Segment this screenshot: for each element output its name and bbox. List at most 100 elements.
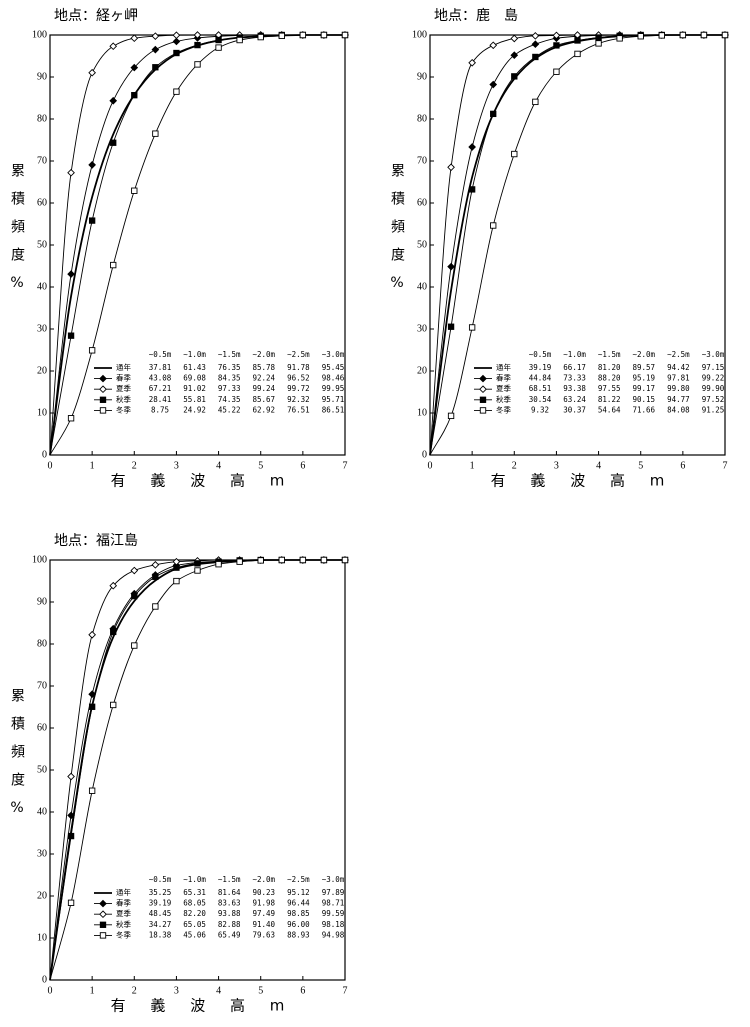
- x-tick-label: 1: [90, 985, 95, 996]
- marker: [151, 45, 160, 54]
- marker: [130, 34, 139, 43]
- marker: [152, 64, 159, 71]
- x-axis-label: 有 義 波 高 m: [111, 997, 295, 1015]
- marker: [215, 36, 222, 44]
- table-header: ~2.0m: [253, 875, 276, 884]
- y-tick-label: 80: [37, 638, 47, 649]
- table-cell: 83.63: [218, 899, 241, 908]
- marker: [110, 261, 117, 269]
- marker: [341, 556, 349, 564]
- legend-label: 通年: [116, 887, 131, 897]
- table-cell: 69.08: [183, 374, 206, 383]
- table-cell: 93.88: [218, 909, 241, 918]
- marker: [490, 222, 497, 229]
- marker: [88, 787, 96, 794]
- marker: [88, 347, 96, 354]
- marker: [110, 139, 117, 146]
- table-cell: 85.67: [253, 395, 276, 404]
- table-cell: 97.55: [598, 384, 621, 393]
- table-cell: 67.21: [149, 384, 172, 393]
- marker: [489, 80, 498, 89]
- table-cell: 98.85: [287, 909, 310, 918]
- x-tick-label: 1: [470, 460, 475, 471]
- y-tick-label: 60: [417, 197, 427, 208]
- marker: [193, 31, 202, 39]
- marker: [131, 187, 138, 194]
- table-cell: 30.54: [529, 395, 552, 404]
- table-cell: 94.98: [322, 930, 345, 939]
- table-cell: 97.89: [322, 888, 345, 897]
- table-cell: 94.77: [667, 395, 690, 404]
- marker: [194, 567, 201, 574]
- y-tick-label: 60: [37, 722, 47, 733]
- marker: [511, 73, 518, 80]
- table-cell: 99.72: [287, 384, 310, 393]
- x-tick-label: 4: [596, 460, 601, 471]
- y-tick-label: 80: [37, 113, 47, 124]
- marker: [173, 88, 180, 95]
- marker: [257, 33, 264, 41]
- marker: [99, 407, 107, 414]
- chart-title: 地点：経ヶ岬: [54, 8, 138, 24]
- table-cell: 91.25: [702, 405, 725, 414]
- x-tick-label: 3: [174, 985, 179, 996]
- legend-label: 冬季: [116, 929, 131, 939]
- marker: [99, 396, 107, 403]
- marker: [532, 53, 539, 61]
- table-header: ~0.5m: [149, 875, 172, 884]
- x-tick-label: 7: [343, 460, 348, 471]
- x-tick-label: 6: [300, 460, 305, 471]
- marker: [173, 577, 180, 585]
- table-cell: 98.46: [322, 374, 345, 383]
- marker: [99, 899, 107, 908]
- y-tick-label: 20: [417, 365, 427, 376]
- table-cell: 68.05: [183, 899, 206, 908]
- table-cell: 43.08: [149, 374, 172, 383]
- table-cell: 95.45: [322, 363, 345, 372]
- chart-title: 地点：福江島: [54, 533, 138, 549]
- table-cell: 54.64: [598, 405, 621, 414]
- y-tick-label: 70: [417, 155, 427, 166]
- y-axis-label: 累積頻度%: [9, 163, 25, 305]
- legend-label: 秋季: [496, 394, 511, 404]
- marker: [110, 628, 117, 636]
- y-tick-label: 50: [37, 239, 47, 250]
- legend-label: 秋季: [116, 394, 131, 404]
- legend-label: 夏季: [116, 383, 131, 393]
- marker: [173, 564, 180, 571]
- table-cell: 99.22: [702, 374, 725, 383]
- marker: [447, 323, 455, 330]
- chart-title: 地点：鹿 島: [434, 7, 518, 24]
- marker: [110, 701, 117, 709]
- y-tick-label: 10: [417, 407, 427, 418]
- marker: [257, 557, 264, 564]
- marker: [236, 558, 243, 565]
- marker: [67, 270, 75, 278]
- table-cell: 62.92: [253, 405, 276, 414]
- x-axis-label: 有 義 波 高 m: [111, 472, 295, 490]
- x-tick-label: 2: [512, 460, 517, 471]
- table-header: ~3.0m: [702, 350, 725, 359]
- x-tick-label: 2: [132, 985, 137, 996]
- table-cell: 9.32: [531, 405, 549, 414]
- y-tick-label: 30: [37, 323, 47, 334]
- x-tick-label: 6: [300, 985, 305, 996]
- marker: [510, 51, 519, 60]
- marker: [299, 31, 307, 39]
- table-header: ~2.5m: [667, 350, 690, 359]
- x-tick-label: 2: [132, 460, 137, 471]
- table-cell: 63.24: [563, 395, 586, 404]
- table-cell: 73.33: [563, 374, 586, 383]
- table-cell: 48.45: [149, 909, 172, 918]
- x-tick-label: 4: [216, 985, 221, 996]
- table-cell: 68.51: [529, 384, 552, 393]
- marker: [99, 921, 107, 928]
- marker: [595, 40, 602, 47]
- marker: [490, 110, 497, 118]
- legend-label: 春季: [116, 898, 131, 908]
- marker: [88, 68, 96, 77]
- y-tick-label: 40: [37, 281, 47, 292]
- table-cell: 39.19: [529, 363, 552, 372]
- table-cell: 97.52: [702, 395, 725, 404]
- marker: [447, 262, 455, 271]
